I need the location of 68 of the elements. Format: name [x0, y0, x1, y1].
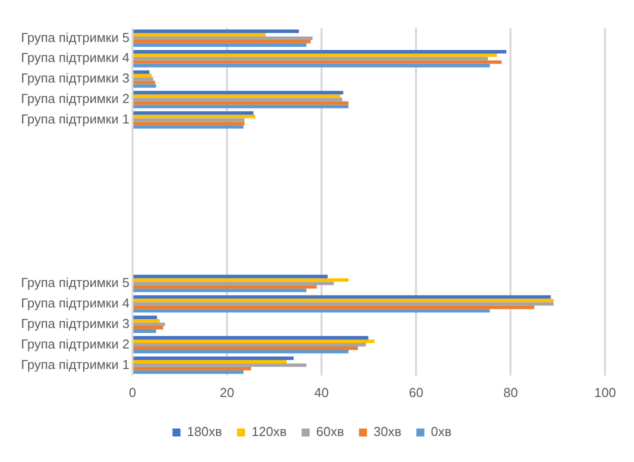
bar: [133, 330, 156, 333]
y-tick-label: Група підтримки 5: [20, 30, 130, 45]
y-tick-label: Група підтримки 1: [20, 112, 130, 127]
bar: [133, 53, 497, 57]
bar: [133, 302, 554, 306]
bar: [133, 30, 299, 34]
y-tick-label: Група підтримки 2: [20, 91, 130, 106]
x-tick-label: 40: [314, 384, 329, 400]
bar: [133, 114, 256, 118]
y-tick-label: Група підтримки 3: [20, 70, 130, 86]
bar: [133, 125, 244, 129]
bar: [133, 64, 490, 68]
x-tick-label: 100: [594, 384, 616, 400]
bar: [133, 80, 156, 84]
bar: [133, 298, 554, 302]
bar: [133, 282, 334, 286]
bar: [133, 363, 306, 367]
bar: [133, 60, 502, 64]
bar: [133, 316, 158, 320]
bar: [133, 366, 252, 370]
legend-label: 30хв: [374, 424, 402, 440]
bar: [133, 322, 166, 326]
x-tick-label: 60: [408, 384, 424, 400]
bar: [133, 288, 306, 292]
x-tick-label: 0: [128, 384, 136, 400]
y-tick-label: Група підтримки 4: [20, 50, 130, 66]
bar: [133, 346, 358, 350]
bar: [133, 285, 317, 289]
legend-label: 120хв: [252, 424, 287, 440]
bar: [133, 319, 160, 323]
legend-label: 0хв: [430, 424, 452, 440]
legend-label: 180хв: [186, 424, 222, 440]
bar: [133, 40, 311, 44]
y-tick-label: Група підтримки 4: [20, 295, 130, 310]
bar: [133, 356, 294, 360]
bar: [133, 336, 368, 340]
bar: [133, 360, 287, 364]
x-tick-label: 80: [503, 384, 518, 400]
bar: [133, 36, 313, 40]
bar: [133, 309, 490, 313]
bar: [133, 343, 366, 346]
bar: [133, 84, 156, 88]
x-tick-label: 20: [220, 384, 234, 400]
bar: [133, 118, 244, 122]
bar: [133, 70, 150, 74]
bar: [133, 33, 266, 36]
y-tick-label: Група підтримки 1: [20, 356, 130, 372]
legend-label: 60хв: [316, 424, 344, 440]
y-tick-label: Група підтримки 2: [20, 336, 130, 352]
bar: [133, 295, 551, 299]
bar: [133, 370, 244, 374]
bar: [133, 104, 348, 108]
bar: [133, 77, 154, 81]
bar: [133, 340, 374, 344]
bar: [133, 326, 164, 330]
bar: [133, 74, 152, 78]
bar: [133, 56, 488, 60]
bar: [133, 43, 306, 47]
bar: [133, 350, 348, 354]
bar: [133, 90, 344, 94]
bar: [133, 94, 340, 98]
bar: [133, 98, 342, 102]
bar: [133, 122, 244, 126]
bar: [133, 278, 348, 282]
y-tick-label: Група підтримки 5: [20, 275, 130, 290]
bar: [133, 50, 506, 54]
bar: [133, 306, 534, 310]
y-tick-label: Група підтримки 3: [20, 316, 130, 331]
